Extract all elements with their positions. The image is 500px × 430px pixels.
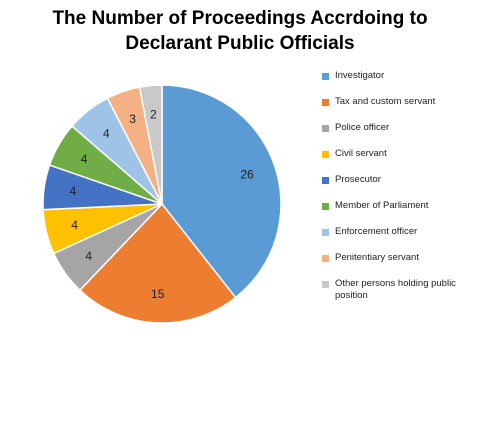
legend-label: Police officer [335,122,390,133]
data-label: 3 [129,112,136,126]
legend-swatch [322,125,329,132]
chart-title-line-1: The Number of Proceedings Accrdoing to [52,8,428,29]
legend-swatch [322,255,329,262]
pie-slice-other-persons-holding-public-position [138,84,163,205]
legend-swatch [322,177,329,184]
legend-item-civil-servant: Civil servant [322,148,472,174]
pie-data-labels: 26 15 4 4 4 4 4 3 2 [70,107,254,300]
legend: Investigator Tax and custom servant Poli… [322,70,472,308]
chart-title-line-2: Declarant Public Officials [125,33,355,54]
pie-slice-investigator [161,84,282,299]
data-label: 2 [150,107,157,121]
legend-label: Member of Parliament [335,200,429,211]
legend-item-other-persons: Other persons holding public position [322,278,472,308]
legend-swatch [322,99,329,106]
data-label: 4 [70,184,77,198]
data-label: 15 [151,287,165,301]
legend-item-tax-and-custom-servant: Tax and custom servant [322,96,472,122]
pie-slices [42,84,282,324]
legend-label: Investigator [335,70,385,81]
legend-swatch [322,151,329,158]
legend-swatch [322,203,329,210]
legend-label: Tax and custom servant [335,96,436,107]
pie-chart: 26 15 4 4 4 4 4 3 2 [42,84,282,324]
legend-label: Other persons holding public position [335,278,456,301]
data-label: 26 [240,168,254,182]
legend-label: Civil servant [335,148,387,159]
legend-swatch [322,281,329,288]
legend-label: Enforcement officer [335,226,418,237]
data-label: 4 [71,218,78,232]
legend-item-penitentiary-servant: Penitentiary servant [322,252,472,278]
data-label: 4 [85,249,92,263]
data-label: 4 [81,152,88,166]
chart-title: The Number of Proceedings Accrdoing to D… [30,6,450,56]
data-label: 4 [103,126,110,140]
legend-label: Prosecutor [335,174,381,185]
legend-item-investigator: Investigator [322,70,472,96]
legend-item-prosecutor: Prosecutor [322,174,472,200]
legend-item-member-of-parliament: Member of Parliament [322,200,472,226]
legend-item-enforcement-officer: Enforcement officer [322,226,472,252]
legend-swatch [322,73,329,80]
legend-swatch [322,229,329,236]
chart-area: The Number of Proceedings Accrdoing to D… [30,6,472,324]
pie-slice-tax-and-custom-servant [78,202,237,324]
legend-item-police-officer: Police officer [322,122,472,148]
legend-label: Penitentiary servant [335,252,419,263]
